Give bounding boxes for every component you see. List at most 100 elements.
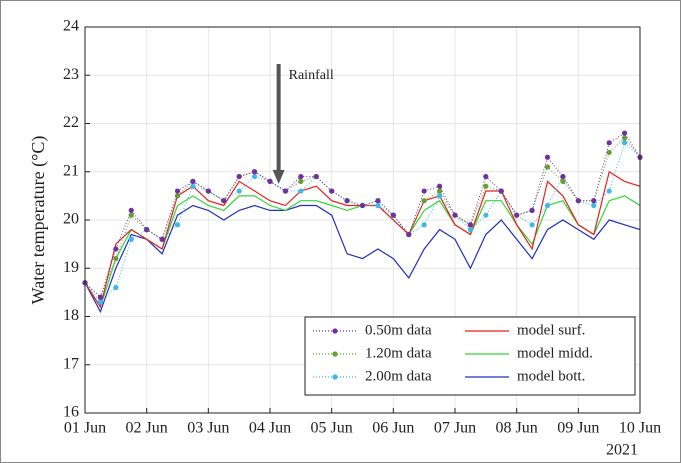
data-point (159, 236, 165, 242)
data-point (190, 183, 196, 189)
data-point (236, 173, 242, 180)
data-point (591, 198, 597, 204)
legend-marker (332, 374, 338, 380)
data-point (313, 173, 319, 180)
data-point (128, 236, 134, 242)
data-point (174, 188, 181, 194)
data-point (483, 183, 489, 189)
legend-label: 1.20m data (365, 345, 432, 361)
data-point (421, 198, 427, 204)
data-point (267, 178, 273, 184)
data-point (514, 212, 520, 218)
data-point (606, 140, 612, 146)
data-point (575, 198, 581, 204)
data-point (483, 212, 489, 218)
data-point (251, 173, 258, 180)
data-point (560, 173, 566, 180)
y-tick-label: 24 (63, 18, 79, 35)
data-point (452, 212, 458, 218)
data-point (606, 149, 612, 156)
legend-marker (332, 328, 338, 334)
data-point (144, 227, 150, 233)
x-tick-label: 01 Jun (64, 420, 106, 437)
data-point (128, 207, 134, 213)
legend-label: 0.50m data (365, 322, 432, 338)
x-tick-label: 04 Jun (249, 420, 291, 437)
data-point (236, 188, 242, 194)
data-point (560, 178, 566, 184)
x-tick-label: 09 Jun (557, 420, 599, 437)
data-point (529, 222, 535, 228)
axes-box (84, 26, 641, 414)
x-tick-label: 06 Jun (372, 420, 414, 437)
x-axis-year: 2021 (606, 442, 638, 459)
data-point (390, 212, 396, 218)
data-point (483, 173, 489, 180)
data-point (467, 227, 474, 233)
y-tick-label: 21 (63, 162, 79, 179)
y-axis-label: Water temperature (°C) (28, 136, 49, 305)
data-point (544, 164, 551, 170)
data-point (359, 202, 366, 209)
x-tick-label: 10 Jun (619, 420, 661, 437)
annotation-text: Rainfall (289, 68, 334, 83)
data-point (498, 188, 504, 194)
data-point (298, 178, 304, 184)
data-point (251, 169, 258, 175)
annotation-arrowhead (272, 170, 285, 184)
data-point (467, 222, 474, 228)
data-point (544, 202, 551, 209)
legend-box (304, 316, 636, 396)
data-point (97, 294, 104, 300)
data-point (128, 212, 134, 218)
data-point (375, 202, 381, 209)
legend-label: 2.00m data (365, 368, 432, 384)
y-tick-label: 18 (63, 307, 79, 324)
x-tick-label: 03 Jun (187, 420, 229, 437)
y-tick-label: 17 (63, 355, 79, 372)
data-point (329, 188, 335, 194)
legend-label: model surf. (517, 322, 585, 338)
data-point (174, 222, 181, 228)
data-point (421, 188, 427, 194)
y-tick-label: 22 (63, 114, 79, 131)
data-point (113, 256, 119, 262)
x-tick-label: 05 Jun (311, 420, 353, 437)
legend-label: model bott. (517, 368, 585, 384)
data-point (606, 188, 612, 194)
data-point (298, 188, 304, 194)
series-line (84, 204, 641, 314)
y-tick-label: 23 (63, 66, 79, 83)
data-point (621, 140, 628, 146)
legend: 0.50m data 1.20m data 2.00m data model surf… (304, 316, 636, 396)
data-point (113, 246, 119, 252)
data-point (621, 135, 628, 141)
x-tick-label: 08 Jun (496, 420, 538, 437)
data-point (544, 154, 551, 160)
data-point (421, 222, 427, 228)
data-point (344, 198, 350, 204)
legend-marker (332, 351, 338, 357)
data-point (221, 198, 227, 204)
data-point (298, 173, 304, 180)
data-point (97, 299, 104, 305)
data-point (591, 202, 597, 209)
data-point (406, 231, 412, 238)
y-tick-label: 20 (63, 211, 79, 228)
data-point (529, 207, 535, 213)
legend-label: model midd. (517, 345, 593, 361)
y-tick-label: 19 (63, 259, 79, 276)
data-point (436, 183, 443, 189)
data-point (436, 188, 443, 194)
data-point (375, 198, 381, 204)
data-point (282, 188, 289, 194)
data-point (436, 193, 443, 199)
data-point (190, 178, 196, 184)
y-tick-label: 16 (63, 404, 79, 421)
data-point (113, 284, 119, 291)
x-tick-label: 02 Jun (126, 420, 168, 437)
data-point (205, 188, 211, 194)
data-point (174, 193, 181, 199)
x-tick-label: 07 Jun (434, 420, 476, 437)
